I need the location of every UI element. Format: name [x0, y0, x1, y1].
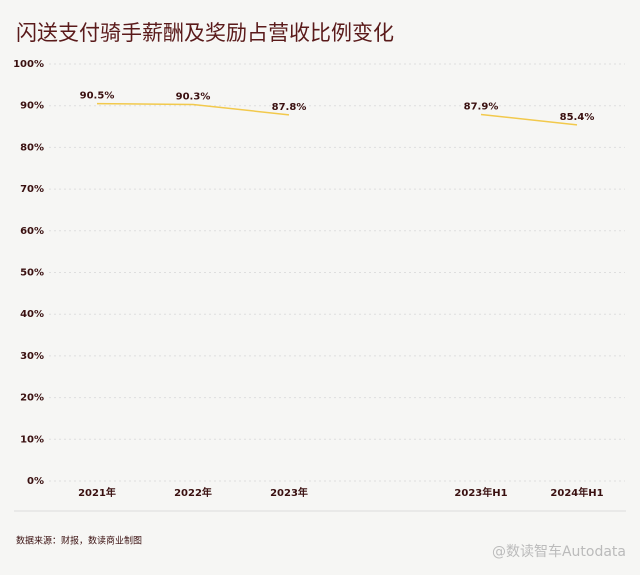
y-tick-label: 30%: [20, 351, 44, 362]
x-tick-label: 2022年: [174, 486, 212, 499]
x-tick-label: 2023年: [270, 486, 308, 499]
x-tick-label: 2024年H1: [550, 486, 603, 499]
value-label: 87.9%: [464, 101, 499, 112]
y-tick-label: 40%: [20, 309, 44, 320]
watermark: @数读智车Autodata: [492, 543, 626, 560]
value-label: 90.3%: [176, 91, 211, 102]
y-tick-label: 50%: [20, 268, 44, 279]
y-tick-label: 80%: [20, 142, 44, 153]
y-tick-label: 60%: [20, 226, 44, 237]
line: [96, 102, 578, 126]
source: 数据来源：财报，数读商业制图: [16, 535, 142, 547]
y-tick-label: 20%: [20, 393, 44, 404]
y-tick-label: 0%: [27, 476, 44, 487]
value-label: 85.4%: [560, 112, 595, 123]
value-label: 90.5%: [80, 91, 115, 102]
value-label: 87.8%: [272, 102, 307, 113]
y-tick-label: 100%: [13, 59, 44, 70]
x-tick-label: 2023年H1: [454, 486, 507, 499]
y-tick-label: 90%: [20, 101, 44, 112]
y-tick-label: 70%: [20, 184, 44, 195]
x-tick-label: 2021年: [78, 486, 116, 499]
y-tick-label: 10%: [20, 434, 44, 445]
chart-title: 闪送支付骑手薪酬及奖励占营收比例变化: [16, 21, 394, 45]
